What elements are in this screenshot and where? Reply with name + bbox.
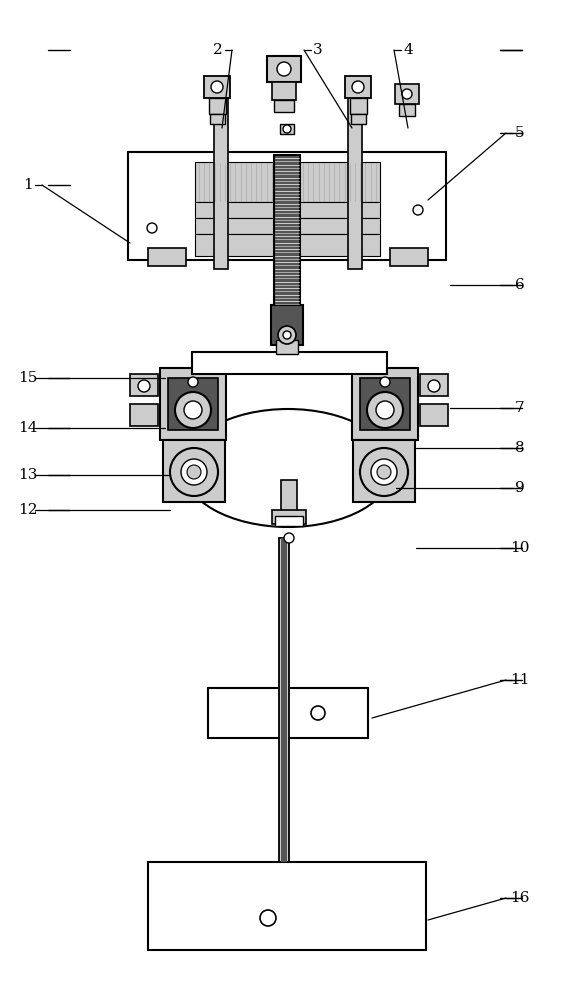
Circle shape: [147, 223, 157, 233]
Circle shape: [283, 125, 291, 133]
Circle shape: [188, 377, 198, 387]
Text: 15: 15: [18, 371, 38, 385]
Text: 10: 10: [510, 541, 530, 555]
Bar: [275, 516, 303, 526]
Bar: [204, 76, 230, 98]
Bar: [281, 480, 297, 516]
Bar: [272, 82, 296, 100]
Text: 4: 4: [403, 43, 413, 57]
Circle shape: [360, 448, 408, 496]
Text: 2: 2: [213, 43, 223, 57]
Bar: [420, 374, 448, 396]
Circle shape: [175, 392, 211, 428]
Bar: [192, 352, 387, 374]
Circle shape: [402, 89, 412, 99]
Circle shape: [352, 81, 364, 93]
Circle shape: [376, 401, 394, 419]
Circle shape: [428, 380, 440, 392]
Bar: [345, 76, 371, 98]
Bar: [279, 538, 289, 862]
Bar: [276, 340, 298, 354]
Text: 5: 5: [515, 126, 525, 140]
Bar: [209, 98, 226, 114]
Bar: [360, 378, 410, 430]
Bar: [160, 368, 226, 440]
Bar: [390, 248, 428, 266]
Bar: [148, 248, 186, 266]
Circle shape: [277, 62, 291, 76]
Bar: [210, 114, 225, 124]
Bar: [168, 378, 218, 430]
Circle shape: [380, 377, 390, 387]
Circle shape: [284, 533, 294, 543]
Bar: [353, 440, 415, 502]
Circle shape: [211, 81, 223, 93]
Circle shape: [377, 465, 391, 479]
Circle shape: [170, 448, 218, 496]
Bar: [348, 94, 362, 269]
Circle shape: [138, 380, 150, 392]
Bar: [399, 104, 415, 116]
Circle shape: [367, 392, 403, 428]
Text: 6: 6: [515, 278, 525, 292]
Text: 16: 16: [510, 891, 530, 905]
Bar: [267, 56, 301, 82]
Text: 11: 11: [510, 673, 530, 687]
Text: 9: 9: [515, 481, 525, 495]
Circle shape: [371, 459, 397, 485]
Bar: [272, 510, 306, 524]
Bar: [195, 202, 380, 218]
Bar: [130, 404, 158, 426]
Circle shape: [278, 326, 296, 344]
Ellipse shape: [183, 409, 393, 527]
Bar: [280, 124, 294, 134]
Text: 1: 1: [23, 178, 33, 192]
Bar: [130, 374, 158, 396]
Circle shape: [413, 205, 423, 215]
Circle shape: [184, 401, 202, 419]
Bar: [395, 84, 419, 104]
Bar: [148, 862, 426, 950]
Bar: [274, 100, 294, 112]
Bar: [281, 538, 287, 862]
Text: 3: 3: [313, 43, 323, 57]
Bar: [128, 152, 446, 260]
Bar: [208, 688, 368, 738]
Text: 13: 13: [18, 468, 38, 482]
Circle shape: [283, 331, 291, 339]
Text: 12: 12: [18, 503, 38, 517]
Bar: [350, 98, 367, 114]
Circle shape: [187, 465, 201, 479]
Bar: [214, 94, 228, 269]
Bar: [420, 404, 448, 426]
Bar: [195, 234, 380, 256]
Circle shape: [311, 706, 325, 720]
Text: 14: 14: [18, 421, 38, 435]
Bar: [271, 305, 303, 345]
Text: 8: 8: [515, 441, 525, 455]
Bar: [195, 162, 380, 202]
Bar: [352, 368, 418, 440]
Bar: [163, 440, 225, 502]
Text: 7: 7: [515, 401, 525, 415]
Circle shape: [260, 910, 276, 926]
Bar: [274, 155, 300, 305]
Bar: [195, 218, 380, 234]
Circle shape: [181, 459, 207, 485]
Bar: [351, 114, 366, 124]
